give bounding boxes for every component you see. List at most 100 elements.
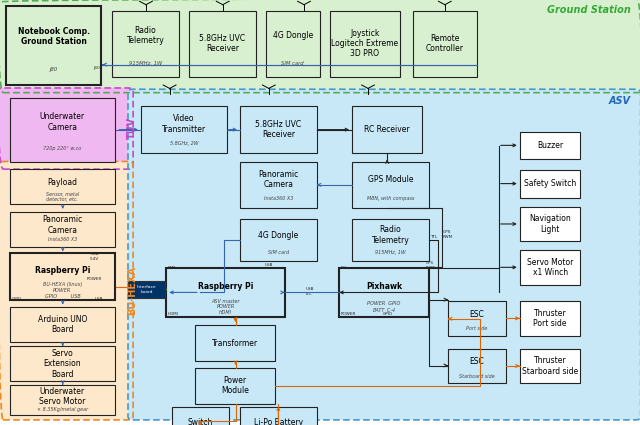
Bar (448, 348, 506, 383)
Text: I2C: I2C (305, 292, 312, 295)
Text: SIM card: SIM card (282, 61, 304, 66)
Text: Video
Transmitter: Video Transmitter (162, 114, 206, 134)
Text: HDMI: HDMI (168, 312, 179, 316)
Text: 915MHz, 1W: 915MHz, 1W (375, 250, 406, 255)
Text: J80: J80 (93, 66, 100, 70)
Text: Raspberry Pi: Raspberry Pi (35, 266, 90, 275)
Text: POWER: POWER (87, 278, 102, 281)
Text: USB: USB (305, 287, 314, 291)
Text: Power
Module: Power Module (221, 376, 249, 395)
Bar (195, 368, 275, 404)
Bar (330, 11, 400, 76)
Text: Pixhawk: Pixhawk (366, 282, 402, 291)
Text: 4G Dongle: 4G Dongle (273, 31, 313, 40)
Text: LSI: LSI (340, 266, 346, 269)
Text: ESC: ESC (469, 357, 484, 366)
Text: USB: USB (90, 252, 99, 256)
Bar (10, 307, 115, 342)
Text: ASV: ASV (609, 96, 630, 106)
Bar (6, 6, 101, 85)
Text: 4G Dongle: 4G Dongle (259, 230, 298, 240)
Bar (520, 250, 580, 285)
Bar (520, 348, 580, 383)
Bar (141, 106, 227, 153)
Bar (240, 407, 317, 425)
Text: USB: USB (95, 298, 103, 301)
Bar (195, 325, 275, 361)
Bar (448, 301, 506, 336)
Bar (266, 11, 320, 76)
Text: ESC: ESC (469, 310, 484, 319)
Text: TUV: TUV (127, 117, 137, 139)
Text: GPS
PWM: GPS PWM (443, 230, 453, 239)
Text: 5.8GHz UVC
Receiver: 5.8GHz UVC Receiver (199, 34, 246, 53)
Text: Underwater
Servo Motor: Underwater Servo Motor (39, 387, 86, 406)
Text: Transformer: Transformer (212, 339, 259, 348)
FancyBboxPatch shape (0, 0, 640, 93)
Text: × 8.35Kg/metal gear: × 8.35Kg/metal gear (37, 407, 88, 411)
Text: GPS
PWM: GPS PWM (426, 261, 435, 269)
Text: J80: J80 (50, 67, 58, 72)
Text: Raspberry Pi: Raspberry Pi (198, 282, 253, 291)
Text: Underwater
Camera: Underwater Camera (40, 112, 85, 132)
Bar (189, 11, 256, 76)
Bar (352, 106, 422, 153)
Text: GPS Module: GPS Module (367, 175, 413, 184)
Text: BU-HEXA (linux)
POWER
GPIO         USB: BU-HEXA (linux) POWER GPIO USB (43, 282, 82, 299)
Bar (413, 11, 477, 76)
Text: POWER: POWER (340, 312, 356, 316)
Bar (10, 346, 115, 381)
Text: GPIO: GPIO (12, 298, 22, 301)
Bar (352, 162, 429, 208)
Text: Arduino UNO
Board: Arduino UNO Board (38, 315, 87, 334)
Text: Remote
Controller: Remote Controller (426, 34, 464, 53)
Text: ASV master
POWER
HDMI: ASV master POWER HDMI (211, 298, 240, 315)
Text: Panoramic
Camera: Panoramic Camera (259, 170, 298, 189)
Text: 5.8GHz, 2W: 5.8GHz, 2W (170, 141, 198, 146)
Bar (10, 253, 115, 300)
Text: Sensor, metal
detector, etc.: Sensor, metal detector, etc. (46, 192, 79, 202)
Text: Interface
board: Interface board (137, 285, 156, 294)
Text: BU-HEXA: BU-HEXA (127, 266, 137, 315)
Text: Navigation
Light: Navigation Light (529, 214, 571, 234)
FancyBboxPatch shape (128, 89, 640, 420)
Bar (240, 162, 317, 208)
Text: SIM card: SIM card (268, 250, 289, 255)
Text: Radio
Telemetry: Radio Telemetry (127, 26, 164, 45)
Bar (240, 106, 317, 153)
Text: Joystick
Logitech Extreme
3D PRO: Joystick Logitech Extreme 3D PRO (332, 28, 398, 59)
Bar (520, 170, 580, 198)
Bar (10, 212, 115, 246)
Text: Port side: Port side (466, 326, 488, 331)
Bar (172, 407, 229, 425)
Text: Insta360 X3: Insta360 X3 (264, 196, 293, 201)
Bar (10, 169, 115, 204)
Bar (10, 385, 115, 415)
FancyBboxPatch shape (0, 162, 133, 420)
Text: Li-Po Battery: Li-Po Battery (254, 418, 303, 425)
Text: Safety Switch: Safety Switch (524, 179, 576, 188)
Text: Ground Station: Ground Station (547, 5, 630, 15)
Text: 720p 220° w.co: 720p 220° w.co (44, 146, 81, 151)
Bar (166, 268, 285, 317)
FancyBboxPatch shape (0, 88, 133, 169)
Text: RC Receiver: RC Receiver (364, 125, 410, 134)
Text: Servo Motor
x1 Winch: Servo Motor x1 Winch (527, 258, 573, 277)
Text: Thruster
Port side: Thruster Port side (533, 309, 567, 328)
Text: Thruster
Starboard side: Thruster Starboard side (522, 356, 578, 376)
Text: 5.4V: 5.4V (90, 257, 99, 261)
Text: Buzzer: Buzzer (537, 141, 563, 150)
Text: Switch: Switch (188, 418, 213, 425)
Text: Payload: Payload (47, 178, 77, 187)
Bar (112, 11, 179, 76)
Text: USB: USB (264, 263, 273, 266)
Text: TTL: TTL (430, 235, 437, 239)
Bar (240, 219, 317, 261)
Text: M8N, with compass: M8N, with compass (367, 196, 414, 201)
Text: Starboard side: Starboard side (459, 374, 495, 379)
Bar (520, 132, 580, 159)
Bar (520, 207, 580, 241)
Text: SMS: SMS (168, 266, 177, 270)
Text: Panoramic
Camera: Panoramic Camera (42, 215, 83, 235)
Bar (10, 98, 115, 162)
